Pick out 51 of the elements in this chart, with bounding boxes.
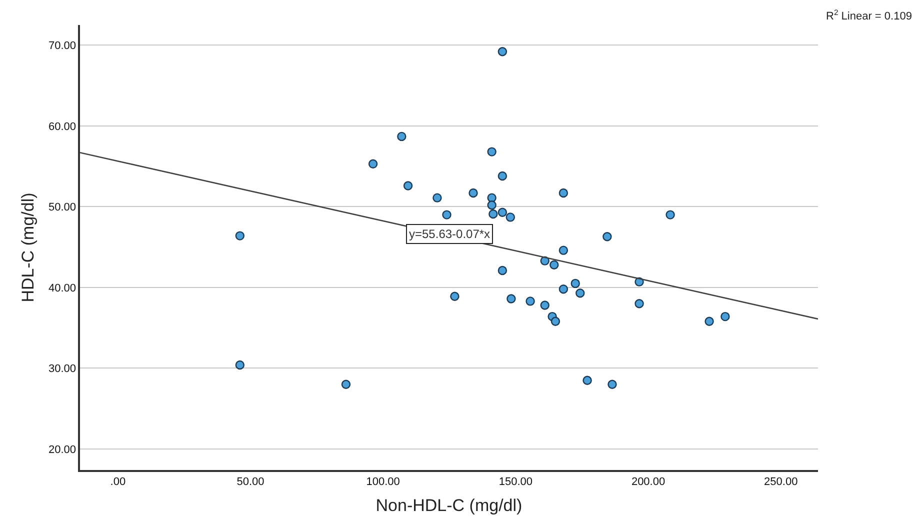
y-axis-title: HDL-C (mg/dl): [18, 192, 38, 302]
point: [468, 188, 478, 198]
x-tick-label: .00: [110, 476, 126, 488]
point: [235, 231, 244, 240]
point: [558, 246, 568, 255]
x-tick-label: 50.00: [236, 476, 264, 488]
point: [608, 380, 617, 389]
point: [570, 278, 580, 288]
x-tick-label: 150.00: [498, 476, 533, 488]
y-tick-label: 40.00: [48, 282, 76, 294]
point: [487, 200, 496, 210]
point: [634, 299, 644, 308]
x-tick-label: 200.00: [631, 476, 666, 488]
point: [397, 132, 406, 142]
point: [666, 210, 675, 220]
point: [576, 288, 585, 298]
point: [526, 296, 535, 306]
point: [506, 294, 516, 304]
point: [488, 209, 498, 219]
point: [602, 232, 612, 242]
point: [550, 260, 559, 270]
point: [498, 171, 508, 181]
point: [442, 210, 452, 220]
y-tick-label: 50.00: [48, 202, 76, 214]
y-tick-label: 30.00: [48, 363, 76, 376]
y-tick-label: 20.00: [48, 444, 76, 456]
x-tick-label: 250.00: [764, 476, 798, 488]
point: [487, 147, 496, 156]
text: R$^{2}$ Linear = 0.109: [826, 8, 912, 23]
y-tick-label: 60.00: [48, 120, 76, 133]
point: [498, 208, 508, 217]
point: [558, 188, 568, 198]
point: [720, 312, 730, 322]
y-tick-label: 70.00: [48, 40, 76, 52]
point: [341, 380, 351, 389]
point: [403, 181, 413, 190]
point: [506, 212, 515, 222]
point: [498, 47, 508, 56]
point: [558, 284, 568, 294]
point: [235, 360, 244, 370]
point: [550, 316, 560, 326]
point: [704, 316, 714, 326]
x-tick-label: 100.00: [366, 476, 400, 488]
annotation: y=55.63-0.07*x: [409, 227, 490, 241]
point: [540, 300, 550, 310]
x-axis-title: Non-HDL-C (mg/dl): [376, 496, 522, 515]
point: [498, 266, 508, 276]
point: [582, 376, 592, 385]
point: [450, 292, 460, 301]
point: [368, 159, 378, 169]
point: [432, 193, 442, 202]
